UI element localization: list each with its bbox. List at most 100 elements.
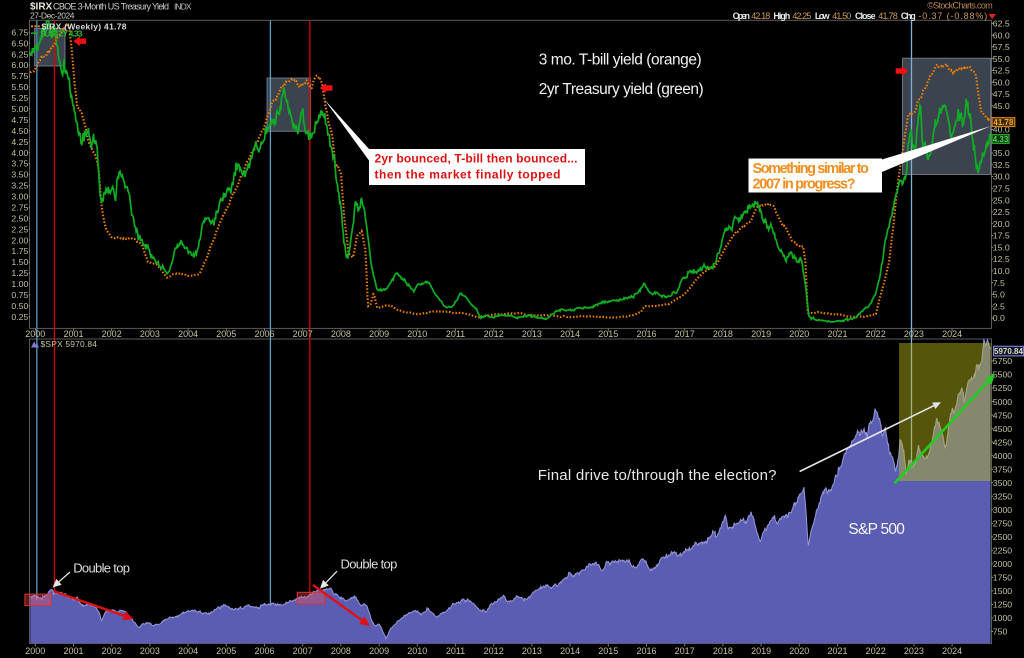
svg-text:4.50: 4.50	[11, 126, 28, 136]
svg-text:Final drive to/through the ele: Final drive to/through the election?	[538, 467, 777, 484]
svg-text:32.5: 32.5	[993, 160, 1010, 170]
svg-text:S&P 500: S&P 500	[848, 521, 905, 538]
svg-text:2022: 2022	[866, 329, 886, 339]
svg-text:0.75: 0.75	[11, 290, 28, 300]
svg-text:27-Dec-2024: 27-Dec-2024	[30, 11, 75, 21]
svg-text:-0.37 (-0.88%): -0.37 (-0.88%)	[918, 11, 987, 21]
svg-text:CBOE 3-Month US Treasury Yield: CBOE 3-Month US Treasury Yield	[53, 2, 169, 12]
svg-text:4250: 4250	[993, 437, 1012, 447]
svg-text:4500: 4500	[993, 424, 1012, 434]
svg-text:1000: 1000	[993, 613, 1012, 623]
svg-text:2002: 2002	[102, 329, 122, 339]
svg-text:42.18: 42.18	[751, 11, 770, 21]
svg-text:2018: 2018	[713, 646, 733, 656]
svg-text:2016: 2016	[636, 646, 656, 656]
svg-text:750: 750	[993, 627, 1008, 637]
svg-text:2013: 2013	[522, 646, 542, 656]
svg-text:2011: 2011	[446, 646, 465, 656]
svg-text:35.0: 35.0	[993, 148, 1010, 158]
svg-text:17.5: 17.5	[993, 231, 1010, 241]
svg-text:5750: 5750	[993, 356, 1012, 366]
svg-text:4750: 4750	[993, 410, 1012, 420]
svg-text:2007: 2007	[293, 329, 313, 339]
svg-text:2006: 2006	[254, 646, 274, 656]
svg-text:2500: 2500	[993, 532, 1012, 542]
svg-text:$UST2Y 4.33: $UST2Y 4.33	[41, 28, 83, 38]
svg-text:2250: 2250	[993, 546, 1012, 556]
svg-text:3750: 3750	[993, 464, 1012, 474]
svg-text:4.75: 4.75	[11, 115, 28, 125]
svg-text:2010: 2010	[407, 329, 427, 339]
svg-text:2015: 2015	[598, 329, 618, 339]
svg-text:$IRX: $IRX	[30, 2, 53, 13]
svg-text:3.25: 3.25	[11, 181, 28, 191]
svg-text:Close: Close	[855, 11, 876, 21]
svg-text:2005: 2005	[216, 329, 236, 339]
svg-text:2017: 2017	[675, 329, 695, 339]
svg-text:41.78: 41.78	[878, 11, 898, 21]
svg-text:40.0: 40.0	[993, 125, 1010, 135]
svg-text:2012: 2012	[484, 646, 504, 656]
svg-text:5970.84: 5970.84	[994, 347, 1023, 356]
svg-text:41.78: 41.78	[993, 118, 1014, 127]
svg-text:30.0: 30.0	[993, 172, 1010, 182]
svg-text:2000: 2000	[25, 329, 45, 339]
svg-text:5500: 5500	[993, 370, 1012, 380]
svg-text:5250: 5250	[993, 383, 1012, 393]
svg-text:60.0: 60.0	[993, 30, 1010, 40]
svg-text:2014: 2014	[560, 329, 580, 339]
svg-text:2017: 2017	[675, 646, 695, 656]
svg-text:50.0: 50.0	[993, 77, 1010, 87]
svg-text:Chg: Chg	[901, 11, 916, 21]
svg-text:5000: 5000	[993, 397, 1012, 407]
svg-text:2024: 2024	[942, 646, 962, 656]
svg-text:5.00: 5.00	[11, 104, 28, 114]
svg-text:3 mo. T-bill yield (orange): 3 mo. T-bill yield (orange)	[539, 52, 702, 69]
svg-text:2019: 2019	[751, 646, 771, 656]
svg-text:Double top: Double top	[73, 560, 130, 575]
svg-text:Double top: Double top	[341, 556, 398, 571]
svg-text:4000: 4000	[993, 451, 1012, 461]
svg-text:2021: 2021	[827, 646, 847, 656]
svg-text:then the market finally topped: then the market finally topped	[375, 168, 561, 182]
svg-text:3.00: 3.00	[11, 192, 28, 202]
svg-text:2.75: 2.75	[11, 203, 28, 213]
svg-text:52.5: 52.5	[993, 66, 1010, 76]
svg-text:1.00: 1.00	[11, 279, 28, 289]
svg-text:2016: 2016	[636, 329, 656, 339]
svg-text:0.50: 0.50	[11, 301, 28, 311]
svg-text:2009: 2009	[369, 646, 389, 656]
svg-text:Low: Low	[815, 11, 831, 21]
svg-text:2002: 2002	[102, 646, 122, 656]
svg-text:Open: Open	[733, 11, 750, 21]
svg-text:6.75: 6.75	[11, 27, 28, 37]
svg-text:2018: 2018	[713, 329, 733, 339]
svg-text:2yr Treasury yield (green): 2yr Treasury yield (green)	[539, 81, 704, 98]
svg-text:2010: 2010	[407, 646, 427, 656]
svg-text:2.5: 2.5	[993, 301, 1005, 311]
svg-text:2013: 2013	[522, 329, 542, 339]
svg-text:©StockCharts.com: ©StockCharts.com	[927, 0, 993, 10]
svg-text:1.75: 1.75	[11, 246, 28, 256]
svg-text:2014: 2014	[560, 646, 580, 656]
svg-text:INDX: INDX	[174, 1, 192, 11]
svg-text:2004: 2004	[178, 646, 198, 656]
svg-text:2003: 2003	[140, 646, 160, 656]
svg-text:25.0: 25.0	[993, 195, 1010, 205]
svg-text:42.25: 42.25	[792, 11, 811, 21]
svg-text:12.5: 12.5	[993, 254, 1010, 264]
svg-text:2.25: 2.25	[11, 224, 28, 234]
svg-text:2020: 2020	[789, 646, 809, 656]
svg-text:0.25: 0.25	[11, 312, 28, 322]
svg-text:47.5: 47.5	[993, 89, 1010, 99]
svg-text:1750: 1750	[993, 573, 1012, 583]
svg-text:2004: 2004	[178, 329, 198, 339]
svg-text:2024: 2024	[942, 329, 962, 339]
svg-text:2007 in progress?: 2007 in progress?	[753, 176, 856, 192]
svg-text:3.75: 3.75	[11, 159, 28, 169]
svg-text:2005: 2005	[216, 646, 236, 656]
svg-text:2023: 2023	[904, 329, 924, 339]
svg-text:55.0: 55.0	[993, 54, 1010, 64]
svg-text:1250: 1250	[993, 600, 1012, 610]
svg-text:2006: 2006	[254, 329, 274, 339]
